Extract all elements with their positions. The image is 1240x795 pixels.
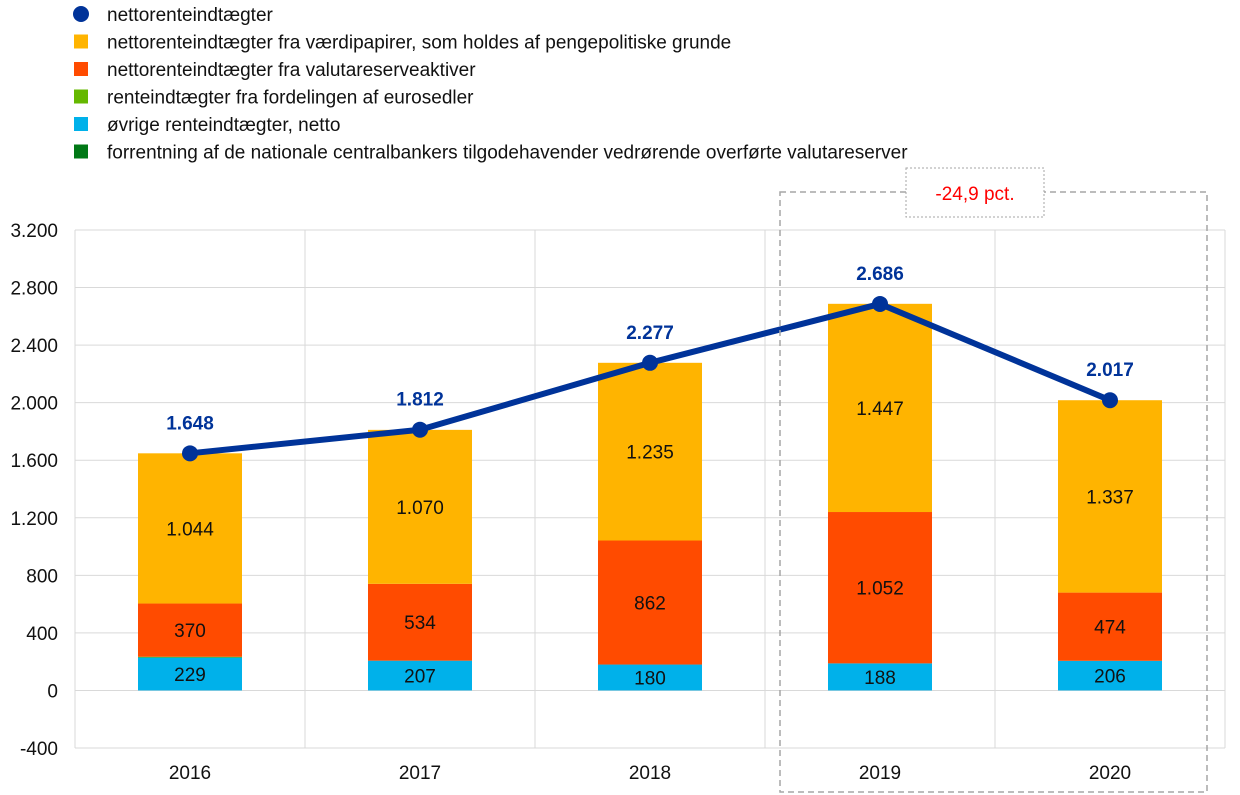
bar-data-label: 229 [174, 665, 206, 686]
x-tick-label: 2020 [1089, 763, 1131, 784]
bar-data-label: 1.447 [856, 399, 904, 420]
bar-data-label: 474 [1094, 618, 1126, 639]
legend-marker [74, 144, 88, 159]
y-tick-label: 400 [26, 624, 58, 645]
total-point [872, 295, 888, 312]
total-data-label: 2.686 [856, 264, 904, 285]
y-tick-label: 1.200 [10, 509, 58, 530]
line-layer [182, 295, 1118, 462]
total-data-label: 2.277 [626, 323, 674, 344]
bar-segment [1058, 592, 1162, 661]
total-data-label: 1.812 [396, 390, 444, 411]
total-labels-layer: 1.648 1.812 2.277 2.686 2.017 [166, 264, 1134, 434]
bar-data-label: 534 [404, 613, 436, 634]
legend-marker [74, 89, 88, 104]
bar-data-label: 370 [174, 621, 206, 642]
x-tick-label: 2018 [629, 763, 671, 784]
bar-segment [598, 362, 702, 541]
legend-label: forrentning af de nationale centralbanke… [107, 143, 908, 164]
bar-data-label: 1.235 [626, 443, 674, 464]
bar-data-label: 206 [1094, 667, 1126, 688]
bar-data-label: 1.052 [856, 579, 904, 600]
y-tick-label: -400 [20, 739, 58, 760]
y-tick-label: 2.400 [10, 336, 58, 357]
x-axis: 2016 2017 2018 2019 2020 [169, 763, 1131, 784]
legend: nettorenteindtægter nettorenteindtægter f… [73, 5, 908, 164]
bar-segment [1058, 400, 1162, 593]
annotation-box [905, 167, 1045, 218]
legend-label: nettorenteindtægter fra valutareserveakt… [107, 60, 476, 81]
bar-segment [828, 303, 932, 513]
y-tick-label: 1.600 [10, 451, 58, 472]
x-tick-label: 2016 [169, 763, 211, 784]
y-tick-label: 800 [26, 566, 58, 587]
legend-marker [74, 34, 88, 49]
bar-segment [138, 453, 242, 604]
bar-data-label: 180 [634, 668, 666, 689]
annotation-text: -24,9 pct. [935, 184, 1014, 205]
y-tick-label: 2.000 [10, 394, 58, 415]
annotation: -24,9 pct. [779, 167, 1208, 793]
bars-layer [138, 303, 1162, 691]
x-tick-label: 2019 [859, 763, 901, 784]
y-tick-label: 2.800 [10, 279, 58, 300]
legend-label: nettorenteindtægter fra værdipapirer, so… [107, 33, 731, 54]
total-point [182, 445, 198, 462]
bar-segment [598, 540, 702, 665]
legend-label: nettorenteindtægter [107, 5, 274, 26]
bar-data-label: 1.337 [1086, 487, 1134, 508]
y-tick-label: 3.200 [10, 221, 58, 242]
legend-marker [74, 117, 88, 131]
bar-segment [138, 657, 242, 691]
total-point [412, 421, 428, 438]
bar-data-label: 188 [864, 668, 896, 689]
bar-labels-layer: 229 370 1.044 207 534 1.070 180 862 1.235 188 1.05… [166, 399, 1134, 690]
bar-data-label: 862 [634, 594, 666, 615]
legend-label: øvrige renteindtægter, netto [107, 115, 340, 136]
bar-segment [368, 660, 472, 691]
total-data-label: 1.648 [166, 413, 214, 434]
legend-marker [74, 62, 88, 76]
y-tick-label: 0 [47, 681, 58, 702]
legend-marker [73, 6, 89, 22]
bar-segment [1058, 660, 1162, 691]
bar-data-label: 1.070 [396, 498, 444, 519]
y-axis: -400 0 400 800 1.200 1.600 2.000 2.400 2.800 3.20… [10, 221, 58, 760]
legend-label: renteindtægter fra fordelingen af eurose… [107, 88, 474, 109]
total-data-label: 2.017 [1086, 360, 1134, 381]
x-tick-label: 2017 [399, 763, 441, 784]
bar-segment [598, 664, 702, 691]
bar-data-label: 1.044 [166, 519, 214, 540]
bar-data-label: 207 [404, 667, 436, 688]
bar-segment [828, 512, 932, 664]
bar-segment [828, 663, 932, 691]
bar-segment [368, 429, 472, 584]
total-point [642, 354, 658, 371]
total-point [1102, 392, 1118, 409]
bar-segment [368, 583, 472, 661]
bar-segment [138, 656, 242, 658]
bar-segment [138, 603, 242, 657]
